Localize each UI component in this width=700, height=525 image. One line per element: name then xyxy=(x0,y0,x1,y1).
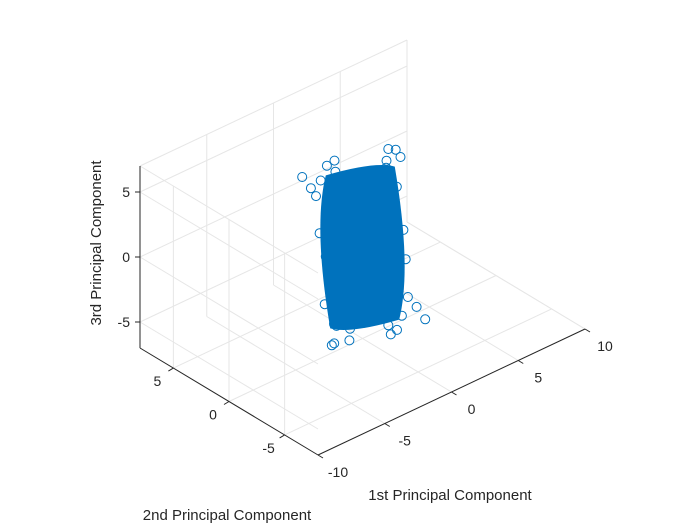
data-point xyxy=(344,335,355,346)
data-point xyxy=(311,191,321,202)
grid-line-y-floor xyxy=(284,308,552,436)
z-tick-label: 5 xyxy=(122,184,130,200)
data-point xyxy=(329,155,340,166)
pane-edge xyxy=(406,221,586,330)
data-point xyxy=(381,155,392,166)
data-point xyxy=(420,314,431,325)
data-point xyxy=(326,340,337,351)
data-point xyxy=(321,160,332,171)
data-point xyxy=(402,292,413,302)
grid-line-y-floor xyxy=(228,275,497,402)
x-tick-label: -10 xyxy=(328,464,348,480)
y-tick-label: 5 xyxy=(153,373,161,389)
data-point xyxy=(411,301,422,312)
grid-line-z-sidewall xyxy=(139,191,319,300)
grid-line-z-sidewall xyxy=(139,321,319,430)
y-tick-mark xyxy=(168,367,174,372)
x-tick-mark xyxy=(584,328,591,333)
data-point xyxy=(297,172,308,182)
x-tick-mark xyxy=(517,360,524,364)
x-tick-label: -5 xyxy=(399,433,412,449)
x-tick-label: 5 xyxy=(534,370,542,386)
data-point xyxy=(395,152,406,162)
ticks-layer: -10 -5 0 5 10 -5 0 5 -5 0 5 xyxy=(118,184,613,480)
data-point xyxy=(390,144,401,155)
x-tick-label: 0 xyxy=(468,401,476,417)
y-tick-label: -5 xyxy=(262,440,275,456)
x-axis-title: 1st Principal Component xyxy=(368,487,532,504)
pane-edge xyxy=(139,165,319,274)
data-point xyxy=(305,183,316,194)
grid-line-z-backwall xyxy=(139,65,408,193)
y-tick-mark xyxy=(279,434,285,439)
y-tick-label: 0 xyxy=(209,407,217,423)
z-axis-title: 3rd Principal Component xyxy=(88,160,105,326)
y-tick-mark xyxy=(223,401,230,405)
grid-line-z-sidewall xyxy=(139,256,319,365)
z-tick-label: -5 xyxy=(118,314,131,330)
x-tick-mark xyxy=(451,391,457,396)
grid-line-z-backwall xyxy=(139,130,408,258)
data-point xyxy=(383,144,394,154)
z-tick-label: 0 xyxy=(122,249,130,265)
x-tick-label: 10 xyxy=(597,338,613,354)
data-point xyxy=(385,329,396,340)
grid-layer xyxy=(139,39,586,456)
x-tick-mark xyxy=(317,454,324,459)
dense-point-cloud xyxy=(320,165,405,330)
points-layer xyxy=(297,144,431,351)
pane-edge xyxy=(139,39,408,167)
x-tick-mark xyxy=(384,423,391,427)
y-axis-title: 2nd Principal Component xyxy=(143,507,312,524)
data-point xyxy=(329,338,340,349)
